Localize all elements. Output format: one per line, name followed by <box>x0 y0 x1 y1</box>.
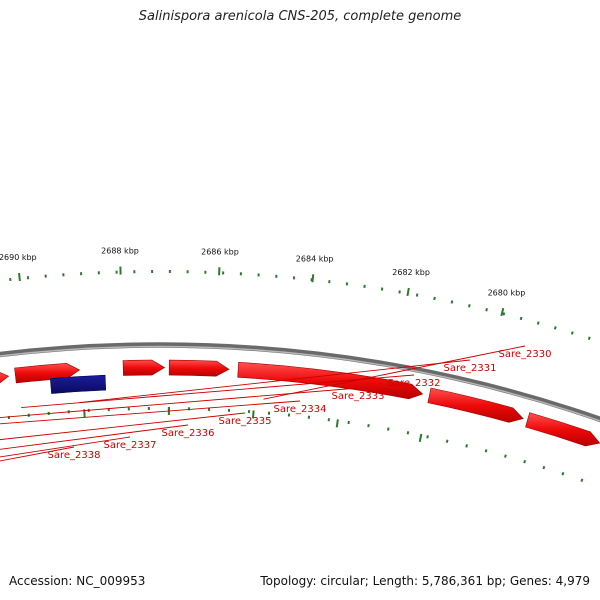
accession-text: Accession: NC_009953 <box>9 574 146 588</box>
gene-labels: Sare_2338Sare_2337Sare_2336Sare_2335Sare… <box>0 345 552 462</box>
minor-tick <box>502 312 506 316</box>
scale-ticks: 2690 kbp 2688 kbp 2686 kbp 2684 kbp 2682 kbp… <box>0 247 591 482</box>
inner-major-tick <box>252 410 255 419</box>
inner-minor-tick <box>465 444 468 448</box>
minor-tick <box>519 316 523 321</box>
inner-minor-tick <box>426 435 429 439</box>
minor-tick <box>536 321 540 325</box>
feature-track <box>0 359 600 447</box>
genome-summary-text: Topology: circular; Length: 5,786,361 bp… <box>260 574 590 588</box>
leader-line <box>263 345 526 400</box>
minor-tick <box>587 336 591 340</box>
cds-forward-arrow <box>0 372 10 384</box>
minor-tick <box>433 296 436 301</box>
leader-line <box>0 412 246 441</box>
inner-minor-tick <box>484 449 488 453</box>
scale-label: 2688 kbp <box>101 247 139 256</box>
minor-tick <box>415 293 419 297</box>
leader-line <box>0 387 359 419</box>
scale-label: 2682 kbp <box>392 268 430 277</box>
gene-label: Sare_2335 <box>219 416 272 427</box>
inner-minor-tick <box>580 478 584 482</box>
scale-label: 2690 kbp <box>0 253 37 262</box>
scale-label: 2684 kbp <box>296 254 334 263</box>
inner-minor-tick <box>504 454 507 458</box>
inner-major-tick <box>335 419 339 428</box>
gene-label: Sare_2330 <box>499 349 552 360</box>
backbone-ring <box>0 342 600 423</box>
minor-tick <box>450 300 454 304</box>
minor-tick <box>570 331 574 335</box>
minor-tick <box>553 326 557 330</box>
cds-navy-block <box>49 374 107 394</box>
major-tick <box>18 272 21 282</box>
minor-tick <box>485 308 488 312</box>
major-tick <box>406 287 410 297</box>
cds-forward-arrow <box>122 359 166 376</box>
gene-label: Sare_2333 <box>332 391 385 402</box>
leader-line <box>0 446 75 462</box>
gene-label: Sare_2334 <box>274 404 327 415</box>
leader-line <box>0 424 189 450</box>
inner-minor-tick <box>445 439 449 443</box>
inner-minor-tick <box>523 459 527 464</box>
cds-forward-arrow <box>168 359 230 377</box>
inner-minor-tick <box>542 465 546 470</box>
leader-line <box>0 436 131 458</box>
gene-label: Sare_2332 <box>388 378 441 389</box>
gene-label: Sare_2336 <box>162 428 215 439</box>
gene-label: Sare_2331 <box>444 363 497 374</box>
genome-backbone <box>0 342 600 423</box>
leader-line <box>0 400 301 425</box>
backbone-highlight <box>0 345 600 422</box>
scale-label: 2686 kbp <box>201 247 239 256</box>
cds-forward-arrow <box>427 387 524 423</box>
major-tick <box>500 307 505 317</box>
major-tick <box>311 274 315 283</box>
inner-minor-tick <box>561 472 565 476</box>
cds-forward-arrow <box>525 412 600 447</box>
cds-forward-arrow <box>237 362 424 400</box>
inner-minor-tick <box>386 427 390 431</box>
gene-label: Sare_2337 <box>104 440 157 451</box>
leader-line <box>79 359 471 403</box>
minor-tick <box>468 304 471 308</box>
scale-label: 2680 kbp <box>488 289 526 298</box>
minor-tick <box>398 290 401 294</box>
inner-minor-tick <box>406 431 410 435</box>
map-title: Salinispora arenicola CNS-205, complete … <box>138 9 462 24</box>
gene-label: Sare_2338 <box>48 450 101 461</box>
inner-major-tick <box>418 433 423 443</box>
